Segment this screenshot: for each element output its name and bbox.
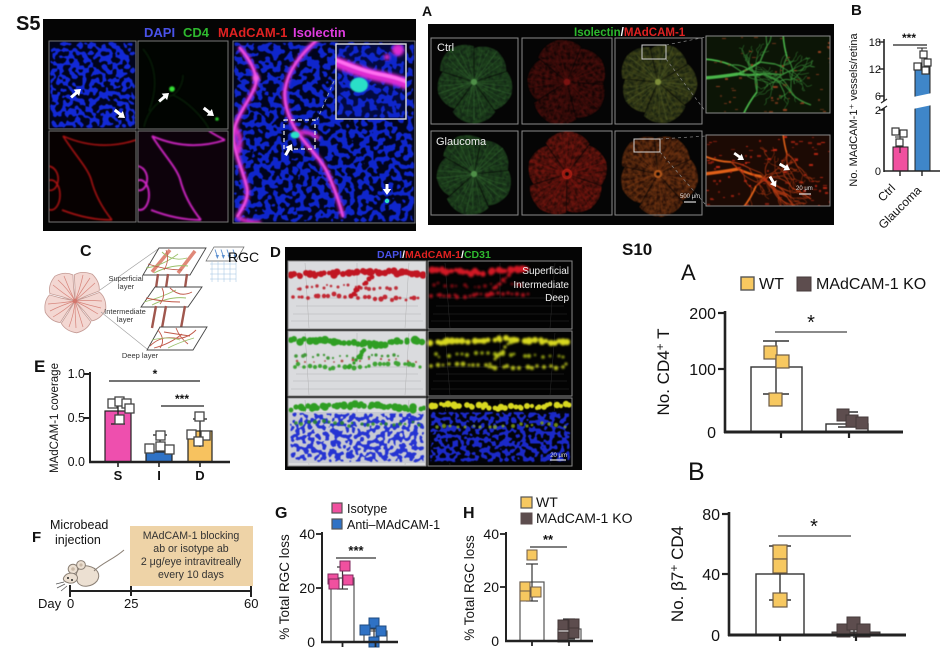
svg-text:Microbead: Microbead <box>50 518 108 532</box>
svg-text:injection: injection <box>55 533 101 547</box>
svg-text:*: * <box>153 367 158 381</box>
svg-text:E: E <box>34 357 45 376</box>
svg-text:0: 0 <box>875 166 881 178</box>
svg-text:40: 40 <box>299 526 315 542</box>
svg-text:% Total RGC loss: % Total RGC loss <box>277 534 292 640</box>
svg-text:100: 100 <box>689 362 716 379</box>
svg-text:G: G <box>275 505 287 522</box>
svg-text:0.5: 0.5 <box>68 411 85 425</box>
svg-text:Intermediate: Intermediate <box>513 280 569 291</box>
svg-text:MAdCAM-1: MAdCAM-1 <box>218 25 287 40</box>
svg-text:*: * <box>810 516 818 538</box>
svg-text:WT: WT <box>759 276 784 293</box>
svg-text:***: *** <box>175 392 189 406</box>
svg-text:0: 0 <box>307 634 315 650</box>
svg-text:**: ** <box>543 532 554 547</box>
svg-text:S: S <box>114 468 123 483</box>
svg-text:20: 20 <box>483 579 499 595</box>
svg-text:40: 40 <box>483 526 499 542</box>
svg-text:ab or isotype ab: ab or isotype ab <box>153 543 228 555</box>
svg-text:25: 25 <box>124 596 138 611</box>
svg-text:MAdCAM-1 KO: MAdCAM-1 KO <box>536 510 633 526</box>
svg-text:40: 40 <box>702 567 720 584</box>
svg-text:RGC: RGC <box>228 249 259 265</box>
svg-text:No. MAdCAM-1⁺ vessels/retina: No. MAdCAM-1⁺ vessels/retina <box>848 33 860 187</box>
svg-text:0.0: 0.0 <box>68 455 85 469</box>
svg-text:***: *** <box>348 543 364 558</box>
svg-text:0: 0 <box>711 628 720 645</box>
svg-text:DAPI/MAdCAM-1/CD31: DAPI/MAdCAM-1/CD31 <box>377 249 491 261</box>
svg-text:DAPI: DAPI <box>144 25 175 40</box>
svg-text:Deep: Deep <box>545 293 569 304</box>
svg-text:every 10 days: every 10 days <box>158 569 224 581</box>
svg-text:2: 2 <box>875 105 881 117</box>
svg-text:*: * <box>807 312 815 334</box>
svg-text:F: F <box>32 529 41 546</box>
svg-text:20 μm: 20 μm <box>796 186 813 192</box>
svg-text:MAdCAM-1 coverage: MAdCAM-1 coverage <box>49 363 61 473</box>
svg-text:No. β7+ CD4: No. β7+ CD4 <box>667 526 687 622</box>
svg-text:I: I <box>157 468 161 483</box>
svg-text:Isolectin/MAdCAM-1: Isolectin/MAdCAM-1 <box>574 27 686 39</box>
svg-text:Deep layer: Deep layer <box>122 351 159 360</box>
svg-text:D: D <box>195 468 204 483</box>
svg-text:500 μm: 500 μm <box>680 194 700 200</box>
svg-text:0: 0 <box>491 633 499 649</box>
svg-text:Isolectin: Isolectin <box>293 25 346 40</box>
svg-text:Day: Day <box>38 596 62 611</box>
svg-text:80: 80 <box>702 507 720 524</box>
svg-text:MAdCAM-1 blocking: MAdCAM-1 blocking <box>143 530 240 542</box>
svg-text:MAdCAM-1 KO: MAdCAM-1 KO <box>816 276 926 293</box>
svg-text:***: *** <box>902 31 916 45</box>
svg-text:20 μm: 20 μm <box>550 453 567 459</box>
svg-text:Superficial: Superficial <box>522 266 569 277</box>
svg-text:H: H <box>463 505 475 522</box>
svg-text:Isotype: Isotype <box>347 502 387 516</box>
svg-text:0: 0 <box>707 425 716 442</box>
svg-text:0: 0 <box>67 596 74 611</box>
svg-text:B: B <box>688 458 705 486</box>
svg-text:% Total RGC loss: % Total RGC loss <box>462 535 477 641</box>
svg-text:Anti–MAdCAM-1: Anti–MAdCAM-1 <box>347 518 440 532</box>
svg-text:A: A <box>681 260 696 285</box>
svg-text:6: 6 <box>875 91 881 103</box>
svg-text:60: 60 <box>244 596 258 611</box>
svg-text:No. CD4+ T: No. CD4+ T <box>655 328 673 415</box>
svg-text:WT: WT <box>536 494 558 510</box>
svg-text:Glaucoma: Glaucoma <box>436 136 487 148</box>
svg-text:20: 20 <box>299 580 315 596</box>
svg-text:2 μg/eye intravitreally: 2 μg/eye intravitreally <box>141 556 242 568</box>
svg-text:200: 200 <box>689 306 716 323</box>
svg-text:CD4: CD4 <box>183 25 210 40</box>
svg-text:layer: layer <box>117 315 134 324</box>
svg-text:Ctrl: Ctrl <box>437 42 454 54</box>
svg-text:Ctrl: Ctrl <box>875 181 898 204</box>
svg-text:18: 18 <box>869 37 881 49</box>
svg-text:12: 12 <box>869 64 881 76</box>
svg-text:Intermediate: Intermediate <box>104 307 146 316</box>
svg-text:Superficial: Superficial <box>108 274 143 283</box>
svg-text:layer: layer <box>118 282 135 291</box>
svg-text:1.0: 1.0 <box>68 367 85 381</box>
